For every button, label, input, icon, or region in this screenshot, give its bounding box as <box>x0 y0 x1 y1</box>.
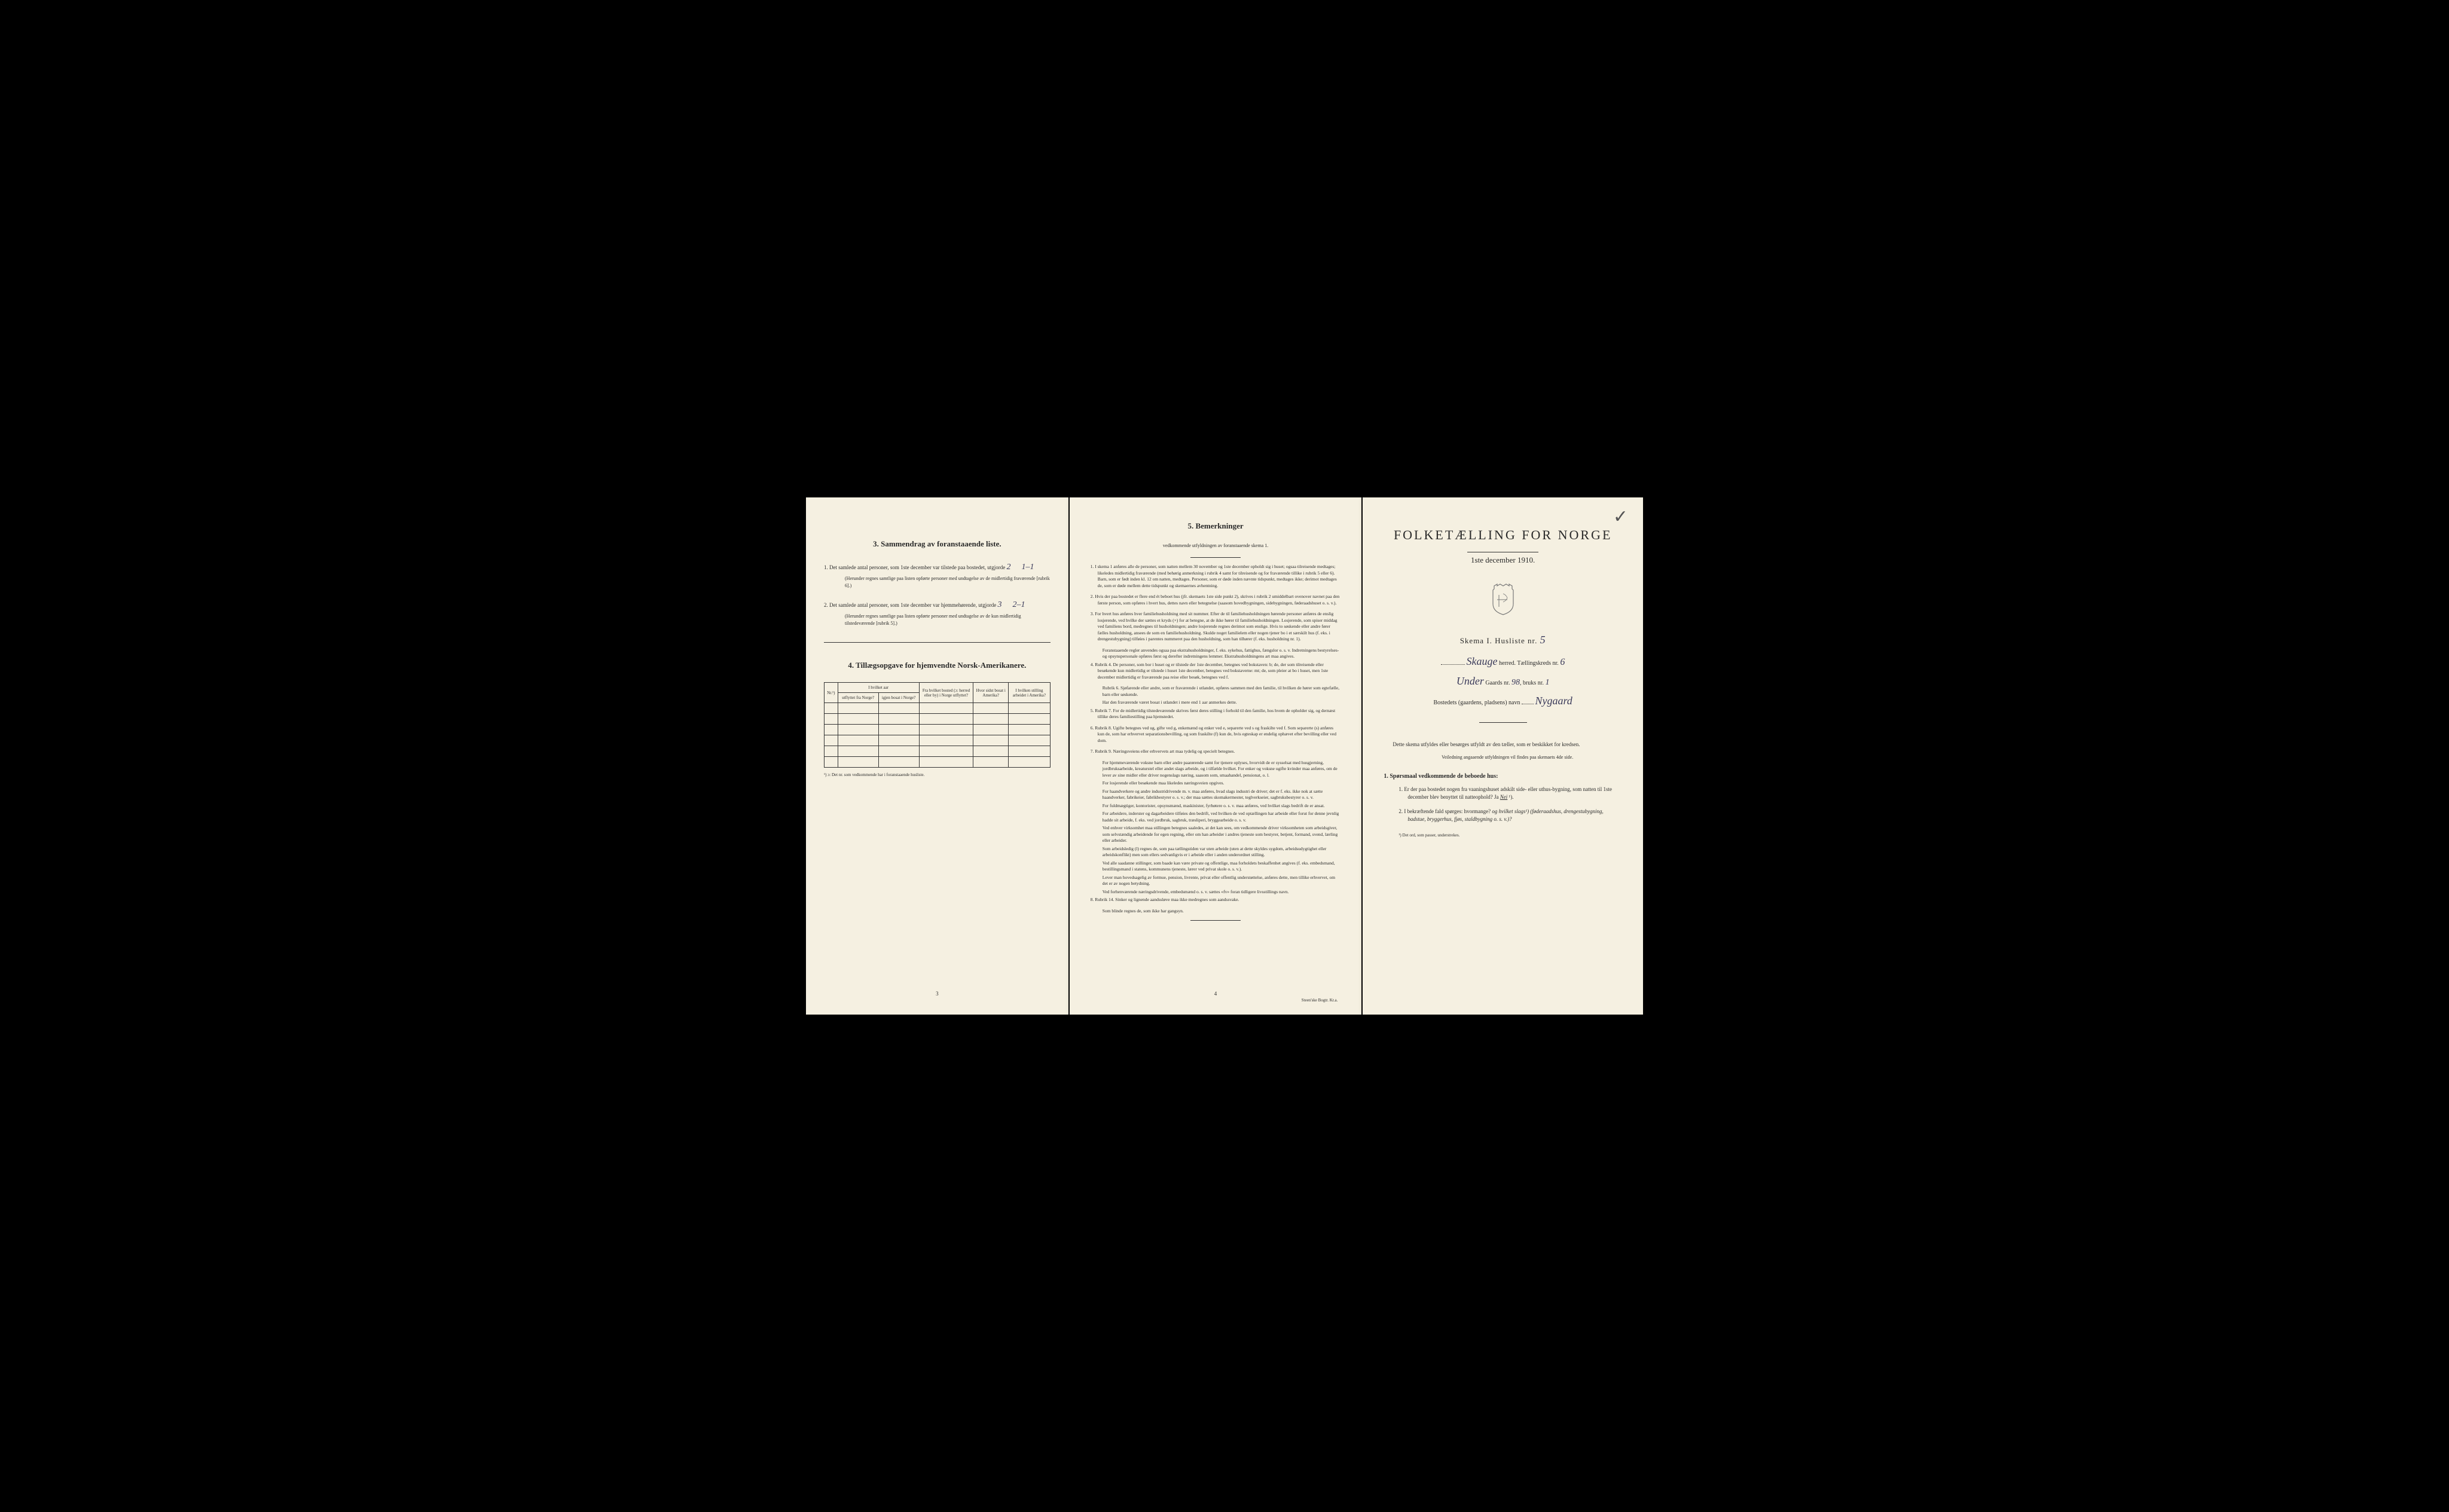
remark-sub: For losjerende eller besøkende maa likel… <box>1091 780 1341 787</box>
remark-sub: For haandverkere og andre industridriven… <box>1091 789 1341 801</box>
spor-heading: 1. Spørsmaal vedkommende de beboede hus: <box>1384 773 1622 780</box>
date-line: 1ste december 1910. <box>1384 555 1622 565</box>
gaards-line: Under Gaards nr. 98, bruks nr. 1 <box>1384 675 1622 688</box>
instructions-text: Dette skema utfyldes eller besørges utfy… <box>1384 741 1622 749</box>
remark-sub: Som arbeidsledig (l) regnes de, som paa … <box>1091 846 1341 859</box>
table-row <box>825 714 1051 725</box>
bosted-value: Nygaard <box>1535 695 1572 707</box>
section-5-sub: vedkommende utfyldningen av foranstaaend… <box>1091 543 1341 548</box>
col-nr: Nr.¹) <box>825 683 838 703</box>
item-2-extra: 2–1 <box>1013 600 1025 609</box>
remark-sub: Ved enhver virksomhet maa stillingen bet… <box>1091 825 1341 844</box>
item-1-note: (Herunder regnes samtlige paa listen opf… <box>833 575 1051 589</box>
remark-sub: Ved forhenværende næringsdrivende, embed… <box>1091 889 1341 896</box>
table-row <box>825 725 1051 735</box>
item-1: 1. Det samlede antal personer, som 1ste … <box>824 561 1051 589</box>
bruks-nr: 1 <box>1545 678 1549 687</box>
herred-label: herred. Tællingskreds nr. <box>1499 660 1559 667</box>
skema-label: Skema I. Husliste nr. <box>1460 636 1538 645</box>
herred-value: Skauge <box>1467 655 1498 667</box>
remark-item: 3. For hvert hus anføres hver familiehus… <box>1091 611 1341 643</box>
table-footnote: ¹) ɔ: Det nr. som vedkommende har i fora… <box>824 772 1051 777</box>
item-1-extra: 1–1 <box>1022 563 1034 572</box>
item-1-text: 1. Det samlede antal personer, som 1ste … <box>824 564 1005 570</box>
q1-answer: Nei <box>1500 794 1508 800</box>
remark-sub: Ved alle saadanne stillinger, som baade … <box>1091 860 1341 873</box>
remark-item: 6. Rubrik 8. Ugifte betegnes ved ug, gif… <box>1091 725 1341 744</box>
col-year-out: utflyttet fra Norge? <box>838 693 878 703</box>
mid-divider <box>1479 722 1527 723</box>
remarks-list: 1. I skema 1 anføres alle de personer, s… <box>1091 564 1341 914</box>
remark-sub: For hjemmeværende voksne barn eller andr… <box>1091 760 1341 779</box>
remark-sub: Har den fraværende været bosat i utlande… <box>1091 700 1341 706</box>
page-title: ✓ FOLKETÆLLING FOR NORGE 1ste december 1… <box>1363 497 1643 1014</box>
small-divider <box>1190 557 1241 558</box>
gaards-nr: 98 <box>1511 678 1520 687</box>
remark-sub: Som blinde regnes de, som ikke har gangs… <box>1091 908 1341 915</box>
herred-line: Skauge herred. Tællingskreds nr. 6 <box>1384 655 1622 668</box>
question-1: 1. Er der paa bostedet nogen fra vaaning… <box>1398 786 1622 802</box>
crest-svg <box>1488 583 1518 616</box>
item-1-value: 2 <box>1007 563 1011 572</box>
col-from: Fra hvilket bosted (ɔ: herred eller by) … <box>919 683 973 703</box>
col-where: Hvor sidst bosat i Amerika? <box>973 683 1009 703</box>
small-divider-bottom <box>1190 920 1241 921</box>
page-3: 3. Sammendrag av foranstaaende liste. 1.… <box>806 497 1068 1014</box>
section-4-heading: 4. Tillægsopgave for hjemvendte Norsk-Am… <box>824 661 1051 670</box>
col-year-in: igjen bosat i Norge? <box>878 693 919 703</box>
item-2-text: 2. Det samlede antal personer, som 1ste … <box>824 602 996 608</box>
check-mark: ✓ <box>1613 506 1628 527</box>
col-year-header: I hvilket aar <box>838 683 919 693</box>
divider <box>824 642 1051 643</box>
document-container: 3. Sammendrag av foranstaaende liste. 1.… <box>806 497 1643 1014</box>
question-2: 2. I bekræftende fald spørges: hvormange… <box>1398 808 1622 824</box>
remark-item: 4. Rubrik 4. De personer, som bor i huse… <box>1091 662 1341 681</box>
remark-sub: Lever man hovedsagelig av formue, pensio… <box>1091 875 1341 887</box>
page-number-3: 3 <box>806 991 1068 997</box>
remark-item: 5. Rubrik 7. For de midlertidig tilstede… <box>1091 708 1341 720</box>
gaards-label: Gaards nr. <box>1485 680 1510 686</box>
bruks-label: bruks nr. <box>1523 680 1544 686</box>
bosted-label: Bostedets (gaardens, pladsens) navn <box>1434 700 1520 706</box>
remark-item: 7. Rubrik 9. Næringsveiens eller erhverv… <box>1091 749 1341 755</box>
section-5-heading: 5. Bemerkninger <box>1091 521 1341 531</box>
table-body <box>825 703 1051 768</box>
item-2: 2. Det samlede antal personer, som 1ste … <box>824 598 1051 627</box>
item-2-note: (Herunder regnes samtlige paa listen opf… <box>833 613 1051 627</box>
remark-item: 8. Rubrik 14. Sinker og lignende aandssl… <box>1091 897 1341 903</box>
table-row <box>825 757 1051 768</box>
remark-sub: For fuldmægtiger, kontorister, opsynsmæn… <box>1091 803 1341 810</box>
norwegian-crest-icon <box>1384 583 1622 622</box>
remark-item: 2. Hvis der paa bostedet er flere end ét… <box>1091 594 1341 606</box>
printer-mark: Steen'ske Bogtr. Kr.a. <box>1302 998 1338 1003</box>
item-2-value: 3 <box>998 600 1002 609</box>
page-number-4: 4 <box>1070 991 1362 997</box>
kreds-nr: 6 <box>1560 657 1565 667</box>
section-3-heading: 3. Sammendrag av foranstaaende liste. <box>824 539 1051 549</box>
table-row <box>825 735 1051 746</box>
skema-line: Skema I. Husliste nr. 5 <box>1384 634 1622 646</box>
remark-item: 1. I skema 1 anføres alle de personer, s… <box>1091 564 1341 589</box>
emigrant-table: Nr.¹) I hvilket aar Fra hvilket bosted (… <box>824 682 1051 768</box>
table-row <box>825 703 1051 714</box>
remark-sub: Foranstaaende regler anvendes ogsaa paa … <box>1091 647 1341 660</box>
main-title: FOLKETÆLLING FOR NORGE <box>1384 527 1622 543</box>
under-value: Under <box>1456 675 1484 687</box>
bosted-line: Bostedets (gaardens, pladsens) navn Nyga… <box>1384 695 1622 707</box>
q1-suffix: ¹). <box>1509 794 1514 800</box>
instructions-sub: Veiledning angaaende utfyldningen vil fi… <box>1384 754 1622 761</box>
footnote-right: ¹) Det ord, som passer, understrekes. <box>1384 833 1622 838</box>
page-4: 5. Bemerkninger vedkommende utfyldningen… <box>1070 497 1362 1014</box>
husliste-nr: 5 <box>1540 634 1546 646</box>
q2-text: 2. I bekræftende fald spørges: hvormange… <box>1398 808 1491 814</box>
table-row <box>825 746 1051 757</box>
instructions: Dette skema utfyldes eller besørges utfy… <box>1384 741 1622 761</box>
col-position: I hvilken stilling arbeidet i Amerika? <box>1009 683 1051 703</box>
remark-sub: For arbeidere, inderster og dagarbeidere… <box>1091 811 1341 823</box>
remark-sub: Rubrik 6. Sjøfarende eller andre, som er… <box>1091 685 1341 698</box>
